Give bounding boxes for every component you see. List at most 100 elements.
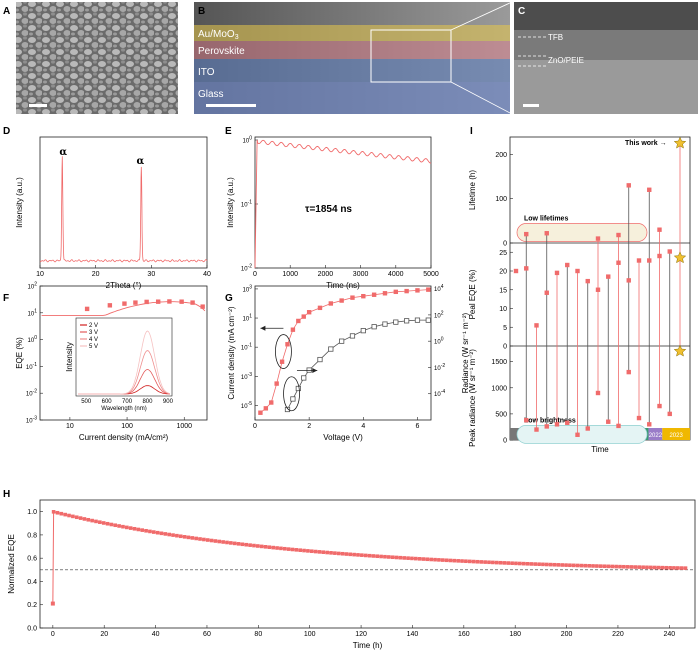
tick-x-h: 160: [458, 631, 470, 638]
stability-point: [460, 559, 464, 563]
zoom-line-top: [450, 1, 513, 31]
radiance-point: [328, 346, 334, 352]
label-zno: ZnO/PEIE: [548, 56, 584, 65]
panel-g: G 0 2 4 6 10-5 10-3 10-1 101 103 10-4 10-2 100 102 104…: [225, 284, 470, 442]
sem-top-image: [16, 2, 178, 114]
axis-x-label: Time (h): [353, 641, 383, 650]
panel-label-e: E: [225, 126, 232, 137]
device-point: [585, 426, 590, 431]
device-point: [606, 419, 611, 424]
tick-x-d: 40: [203, 271, 211, 278]
stability-point: [610, 564, 615, 569]
plot-frame: [254, 285, 432, 421]
tick-rad: 500: [495, 411, 507, 418]
device-point: [554, 270, 560, 276]
stability-point: [275, 546, 279, 550]
stability-point: [333, 551, 337, 555]
tick-x-g: 0: [253, 423, 257, 430]
stability-point: [175, 533, 179, 538]
stability-point: [556, 563, 561, 567]
tick-y-e: 10-2: [241, 264, 252, 273]
stability-point: [151, 530, 156, 534]
device-point: [595, 390, 601, 396]
stability-point: [171, 533, 175, 537]
tick-y-h: 0.4: [27, 579, 37, 586]
stability-point: [464, 559, 468, 564]
stability-point: [317, 550, 322, 554]
stability-point: [649, 565, 653, 570]
axis-y-label: EQE (%): [15, 337, 24, 369]
tick-y-h: 0.2: [27, 602, 37, 609]
radiance-point: [284, 406, 291, 413]
tick-y-f: 100: [28, 335, 38, 344]
stability-point: [429, 557, 434, 562]
stability-point: [533, 562, 538, 566]
panel-label-c: C: [518, 6, 525, 17]
tick-x-g: 2: [307, 423, 311, 430]
stability-point: [475, 559, 480, 564]
stability-point: [101, 521, 106, 525]
axis-x-label: 2Theta (°): [106, 281, 142, 290]
stability-point: [51, 510, 56, 514]
device-point: [544, 424, 549, 429]
device-point: [513, 268, 519, 274]
device-point: [565, 420, 570, 425]
stability-point: [379, 554, 383, 559]
this-work-star: [673, 344, 687, 357]
stability-point: [205, 538, 210, 542]
axis-y-label: Intensity (a.u.): [15, 177, 24, 228]
tick-life: 200: [495, 152, 507, 159]
stability-point: [371, 554, 376, 558]
stability-point: [406, 556, 410, 560]
tick-y-f: 10-1: [26, 362, 37, 371]
tick-x-h: 200: [561, 631, 573, 638]
stability-point: [348, 552, 353, 557]
device-point: [606, 274, 611, 279]
current-point: [285, 342, 290, 347]
stability-point: [606, 564, 611, 569]
stability-point: [637, 565, 642, 569]
arrow-right-head: [312, 367, 318, 373]
year-label: 2023: [669, 433, 683, 439]
radiance-point: [317, 356, 323, 363]
panel-label-d: D: [3, 126, 10, 137]
stability-point: [59, 511, 64, 516]
stability-point: [494, 560, 499, 565]
stability-point: [683, 566, 688, 570]
trpl-series: [254, 139, 432, 269]
eqe-point: [200, 304, 205, 309]
device-point: [626, 183, 631, 188]
current-point: [263, 406, 269, 411]
tick-rad: 1500: [491, 359, 507, 366]
current-point: [371, 292, 377, 297]
stability-point: [178, 534, 183, 539]
panel-label-a: A: [3, 6, 10, 17]
eqe-point: [144, 299, 149, 305]
stability-point: [236, 542, 241, 546]
zoom-box: [370, 29, 452, 83]
stability-point: [240, 542, 245, 547]
this-work-star: [673, 251, 687, 264]
scale-bar-c: [523, 104, 539, 107]
stability-point: [252, 543, 256, 548]
axis-y-label: Normalized EQE: [7, 534, 16, 594]
stability-point: [306, 549, 310, 553]
device-point: [647, 422, 652, 427]
stability-point: [194, 536, 198, 541]
stability-point: [571, 563, 576, 568]
tick-y-f: 10-3: [26, 416, 37, 425]
tick-eqe: 0: [503, 344, 507, 351]
peak-label: α: [59, 147, 67, 158]
stability-point: [614, 564, 618, 569]
device-point: [657, 253, 662, 259]
eqe-point: [155, 299, 161, 304]
arrow-left-head: [260, 325, 266, 331]
low-lifetime-label: Low lifetimes: [524, 215, 568, 222]
low-brightness-band: [516, 425, 648, 444]
stability-point: [367, 553, 372, 558]
stability-point: [190, 536, 195, 540]
stability-point: [602, 564, 607, 569]
stability-point: [121, 524, 125, 529]
tick-x-h: 0: [51, 631, 55, 638]
stability-point: [413, 556, 418, 561]
